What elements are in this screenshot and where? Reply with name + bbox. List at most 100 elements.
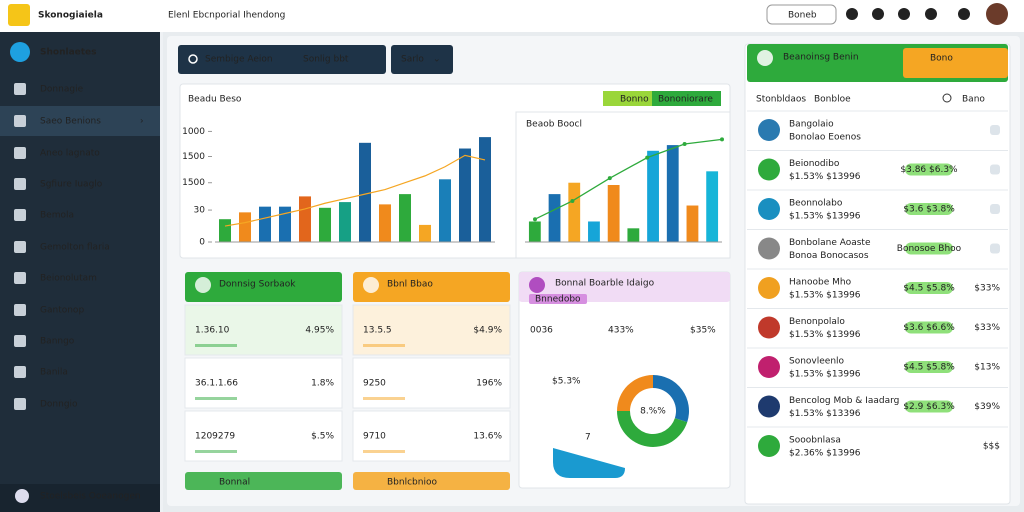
top-icon[interactable] [958,8,970,20]
kpi-change: 1.8% [311,379,334,389]
item-pill-text: $4.5 $5.8% [903,284,955,294]
item-value: $33% [974,323,1000,333]
item-sub: $1.53% $13396 [789,409,861,419]
sidebar-footer-text: Stoelsbeis Ooeanogen [40,492,141,502]
top-icon[interactable] [925,8,937,20]
bar [239,212,251,242]
item-icon [758,119,780,141]
donut-stat: 433% [608,326,634,336]
chart-title: Beaob Boocl [526,120,582,130]
item-icon [758,198,780,220]
item-action[interactable] [990,204,1000,214]
item-name: Bonbolane Aoaste [789,238,871,248]
sidebar-item: Saeo Benions [40,117,101,127]
donut-icon [529,277,545,293]
legend-pill [603,91,653,106]
item-icon [758,435,780,457]
item-pill-text: $2.9 $6.3% [903,402,955,412]
item-name: Sonovleenlo [789,357,845,367]
bar [706,171,719,242]
kpi-bar [363,397,405,400]
kpi-change: 4.95% [305,326,334,336]
bar [279,206,291,242]
sidebar-icon [14,272,26,284]
top-icon[interactable] [872,8,884,20]
donut-segment [617,411,688,447]
kpi-title: Bbnl Bbao [387,280,433,290]
kpi-bar [195,450,237,453]
kpi-value: 1.36.10 [195,326,230,336]
footer-icon [15,489,29,503]
sidebar-item: Gantonop [40,306,84,316]
kpi-change: $4.9% [473,326,502,336]
sidebar-icon [14,366,26,378]
item-sub: $1.53% $13996 [789,330,861,340]
donut-shape [553,448,625,478]
sidebar-item: Aneo lagnato [40,149,100,159]
line-point [720,137,724,142]
y-tick-label: 1500 [182,152,205,162]
bar [607,185,620,242]
kpi-footer-text: Bonnal [219,478,250,488]
item-sub: $1.53% $13996 [789,212,861,222]
kpi-icon [363,277,379,293]
kpi-bar [195,397,237,400]
kpi-change: 196% [476,379,502,389]
bar [666,145,679,242]
avatar[interactable] [986,3,1008,25]
item-sub: Bonolao Eoenos [789,133,861,143]
item-name: Bangolaio [789,120,834,130]
chevron: › [140,117,144,127]
top-icon[interactable] [846,8,858,20]
item-pill-text: $3.6 $6.6% [903,323,955,333]
right-title: Beanoinsg Benin [783,53,859,63]
right-button-text: Bono [930,54,953,64]
item-sub: $1.53% $13996 [789,172,861,182]
bar [259,206,271,242]
search-box[interactable] [766,4,837,25]
item-name: Beonnolabo [789,199,843,209]
bar [399,194,411,242]
item-pill [905,203,953,215]
sidebar-item: Sgfiure Iuaglo [40,180,103,190]
kpi-footer-text: Bbnlcbnioo [387,478,437,488]
sidebar-icon [14,178,26,190]
donut-sub-pill [529,294,587,304]
kpi-footer [185,472,342,490]
sidebar-active[interactable] [0,106,160,136]
right-search: Bano [962,95,985,105]
item-action[interactable] [990,243,1000,254]
sidebar-icon [14,115,26,127]
bar [439,179,451,242]
kpi-header [353,272,510,302]
top-icon[interactable] [898,8,910,20]
item-pill [905,361,953,373]
sidebar-icon [14,83,26,95]
donut-label: $5.3% [552,377,581,387]
item-name: Hanoobe Mho [789,278,852,288]
bar [339,202,351,242]
item-pill-text: Bonosoe Bhoo [897,244,962,254]
bar [528,221,541,242]
search-text: Boneb [788,11,817,21]
item-sub: $1.53% $13996 [789,291,861,301]
line-point [570,198,575,203]
bar [647,150,659,242]
search-placeholder: Sembige Aeion [205,55,273,65]
sidebar-item: Donnagie [40,85,84,95]
donut-stat: 0036 [530,326,553,336]
search-field[interactable] [178,45,386,74]
kpi-value: 13.5.5 [363,326,392,336]
item-sub: $2.36% $13996 [789,449,861,459]
donut-sub: Bnnedobo [535,295,581,305]
bar [568,182,581,242]
bar [219,219,231,242]
right-button[interactable] [903,48,1008,78]
sort-button[interactable] [391,45,453,74]
item-action[interactable] [990,125,1000,135]
item-action[interactable] [990,164,1000,175]
sidebar-item: Bemola [40,211,74,221]
y-tick-label: 0 [199,238,205,248]
kpi-bar [363,344,405,347]
